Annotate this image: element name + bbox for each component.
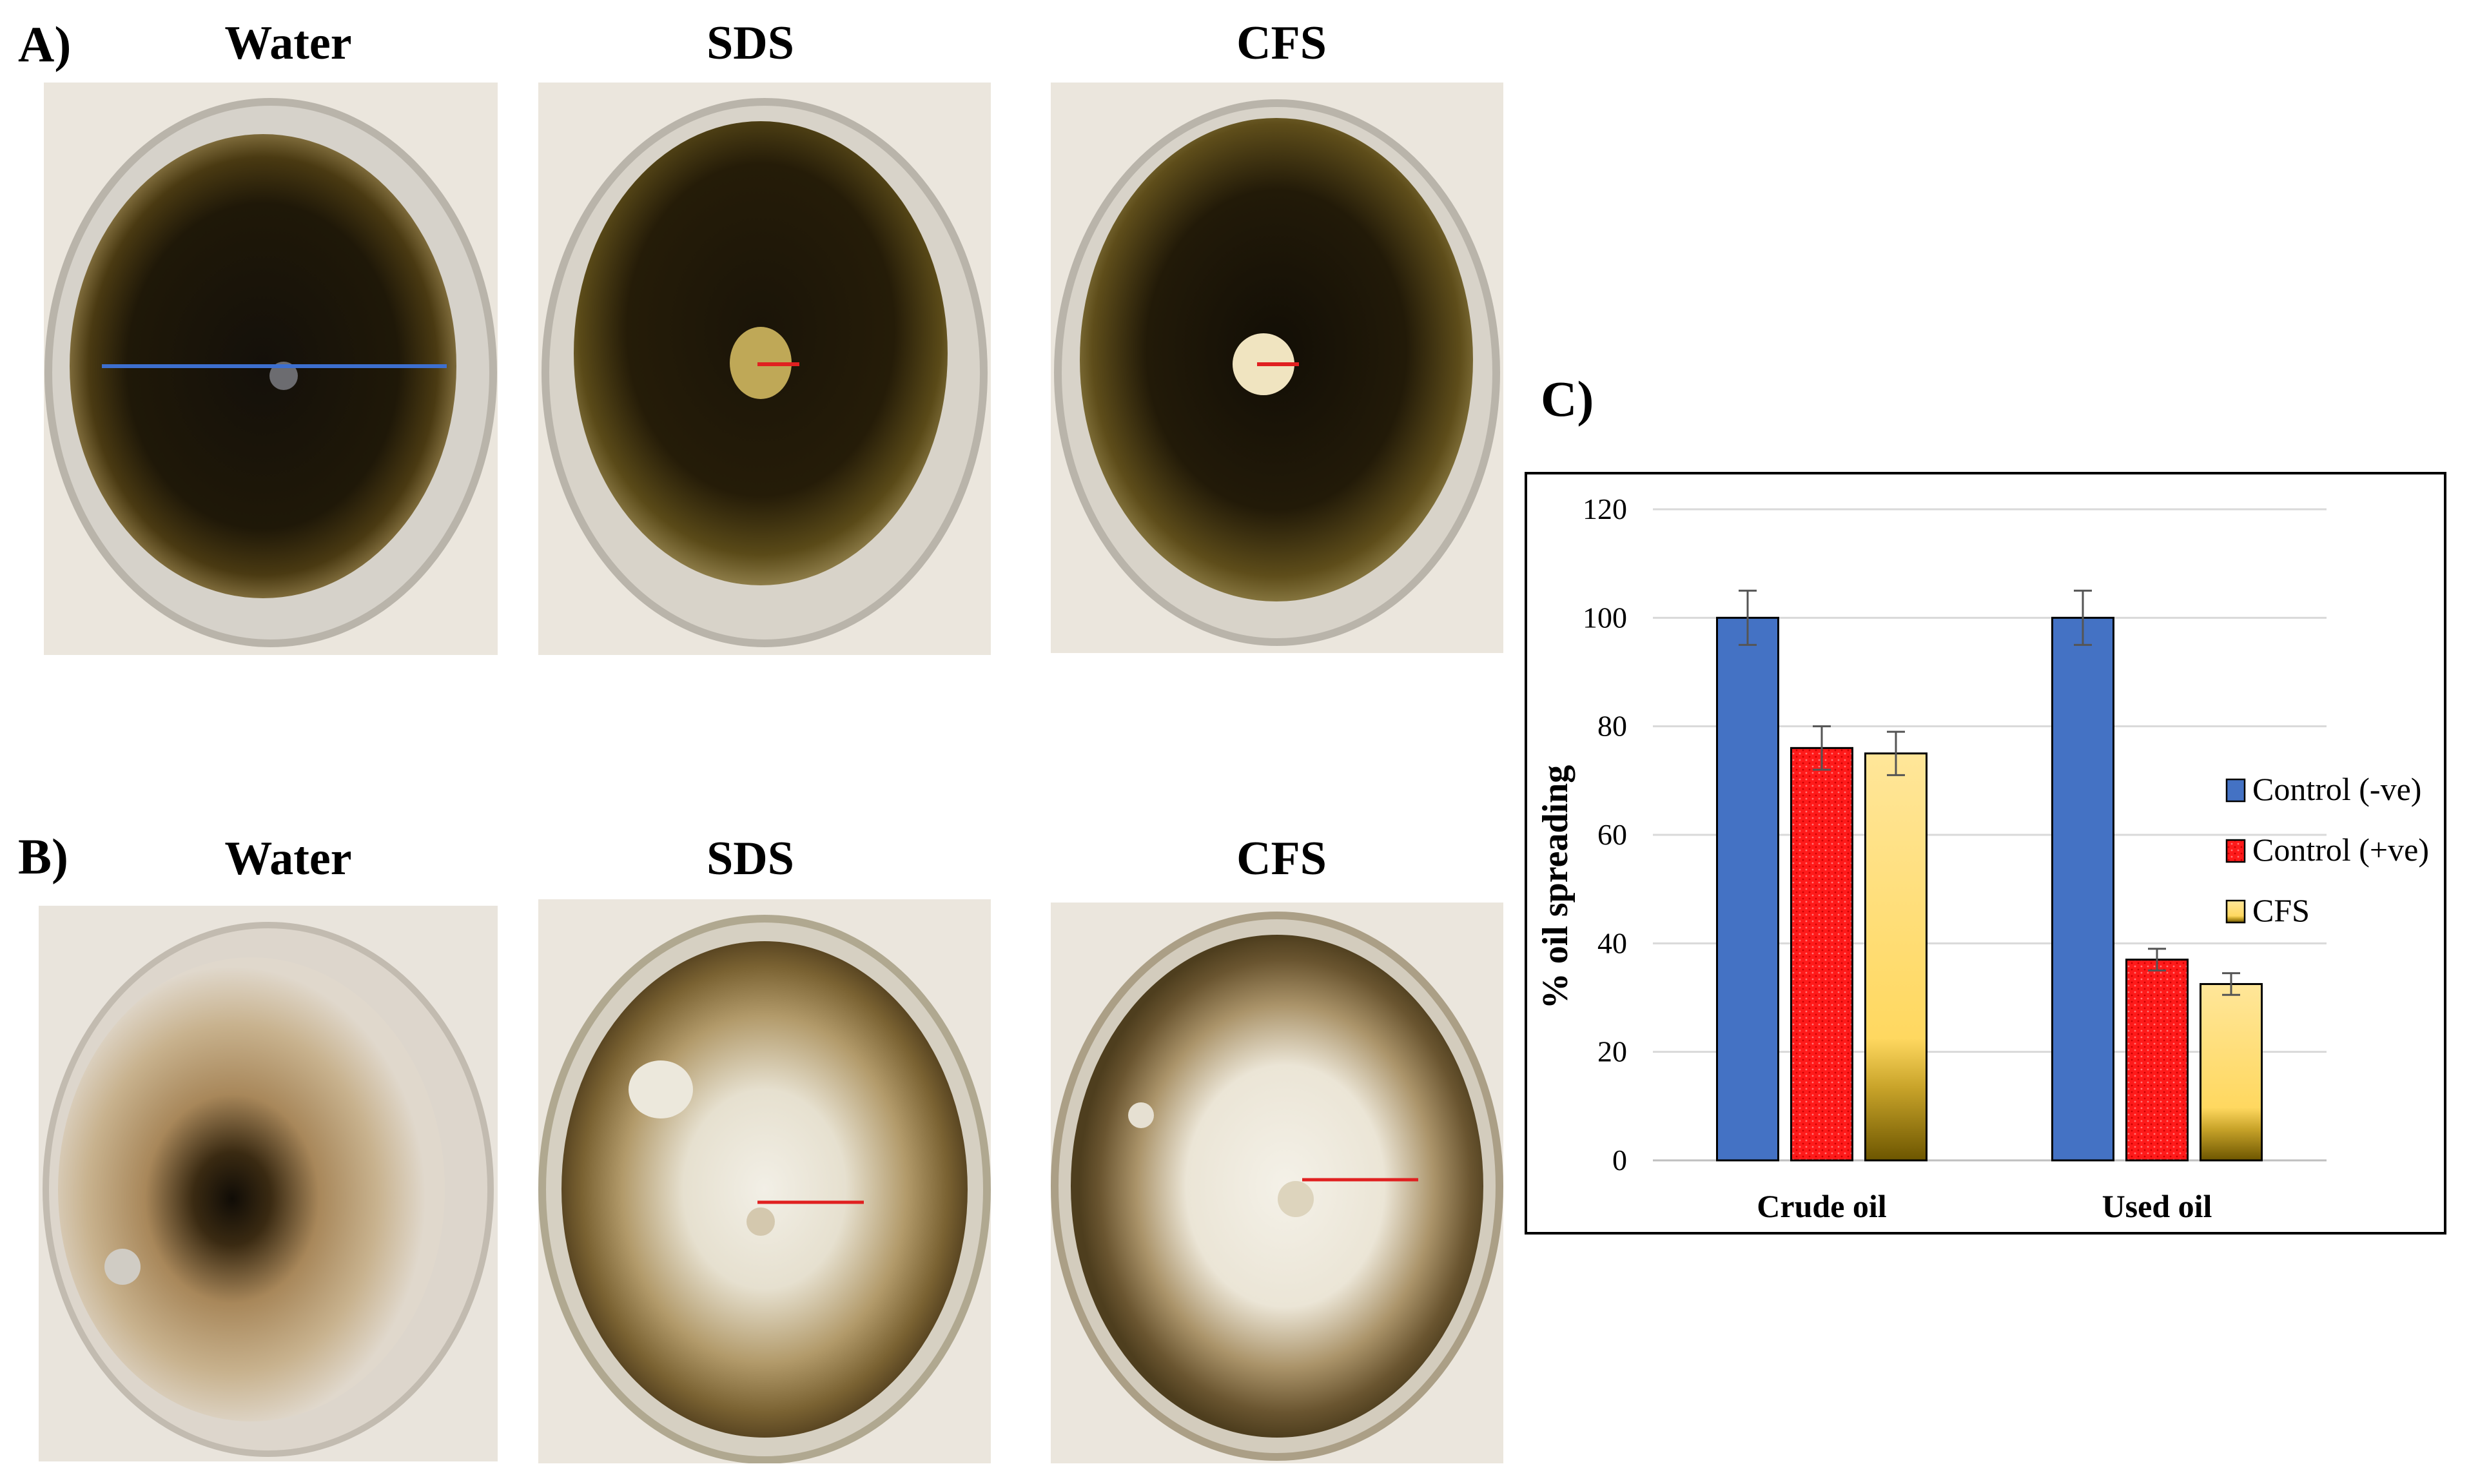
x-category-label: Used oil bbox=[2102, 1188, 2212, 1224]
y-axis-label: % oil spreading bbox=[1536, 765, 1576, 1010]
y-tick-label: 80 bbox=[1597, 710, 1627, 743]
bar-cfs-used-oil bbox=[2200, 982, 2263, 1162]
legend-entry: Control (-ve) bbox=[2252, 771, 2421, 807]
photo-crude-oil-cfs bbox=[1051, 83, 1503, 653]
panel-b-title-water: Water bbox=[224, 832, 352, 885]
photo-crude-oil-sds bbox=[538, 83, 991, 655]
x-category-label: Crude oil bbox=[1757, 1188, 1887, 1224]
panel-b-title-sds: SDS bbox=[707, 832, 794, 885]
panel-c-label: C) bbox=[1541, 371, 1594, 427]
photo-used-oil-sds bbox=[538, 899, 991, 1463]
y-tick-label: 20 bbox=[1597, 1035, 1627, 1068]
bar-control-ve--used-oil bbox=[2125, 959, 2189, 1162]
chart-canvas: 0 20 40 60 80 100 120 Crude oil Used oil Contro… bbox=[1536, 493, 2429, 1224]
legend-swatch bbox=[2225, 839, 2246, 863]
bar-control-ve--crude-oil bbox=[1790, 747, 1853, 1162]
y-tick-label: 40 bbox=[1597, 926, 1627, 959]
y-tick-label: 60 bbox=[1597, 818, 1627, 851]
photo-used-oil-water bbox=[39, 906, 498, 1461]
panel-a-title-cfs: CFS bbox=[1236, 17, 1327, 70]
panel-a-title-water: Water bbox=[224, 17, 352, 70]
oil-spreading-chart: 0 20 40 60 80 100 120 Crude oil Used oil Contro… bbox=[1525, 472, 2446, 1235]
legend-entry: CFS bbox=[2252, 892, 2310, 928]
legend-swatch bbox=[2225, 778, 2246, 803]
panel-b-title-cfs: CFS bbox=[1236, 832, 1327, 885]
y-tick-label: 120 bbox=[1583, 493, 1627, 525]
y-tick-label: 0 bbox=[1612, 1144, 1627, 1176]
bar-control-ve--crude-oil bbox=[1716, 616, 1779, 1162]
legend-swatch bbox=[2225, 899, 2246, 924]
y-tick-label: 100 bbox=[1583, 601, 1627, 634]
photo-used-oil-cfs bbox=[1051, 903, 1503, 1463]
panel-b-label: B) bbox=[18, 828, 68, 884]
bar-cfs-crude-oil bbox=[1864, 752, 1927, 1162]
legend-entry: Control (+ve) bbox=[2252, 832, 2429, 868]
bar-control-ve--used-oil bbox=[2051, 616, 2114, 1162]
photo-crude-oil-water bbox=[44, 83, 498, 655]
panel-a-label: A) bbox=[18, 16, 72, 72]
panel-a-title-sds: SDS bbox=[707, 17, 794, 70]
